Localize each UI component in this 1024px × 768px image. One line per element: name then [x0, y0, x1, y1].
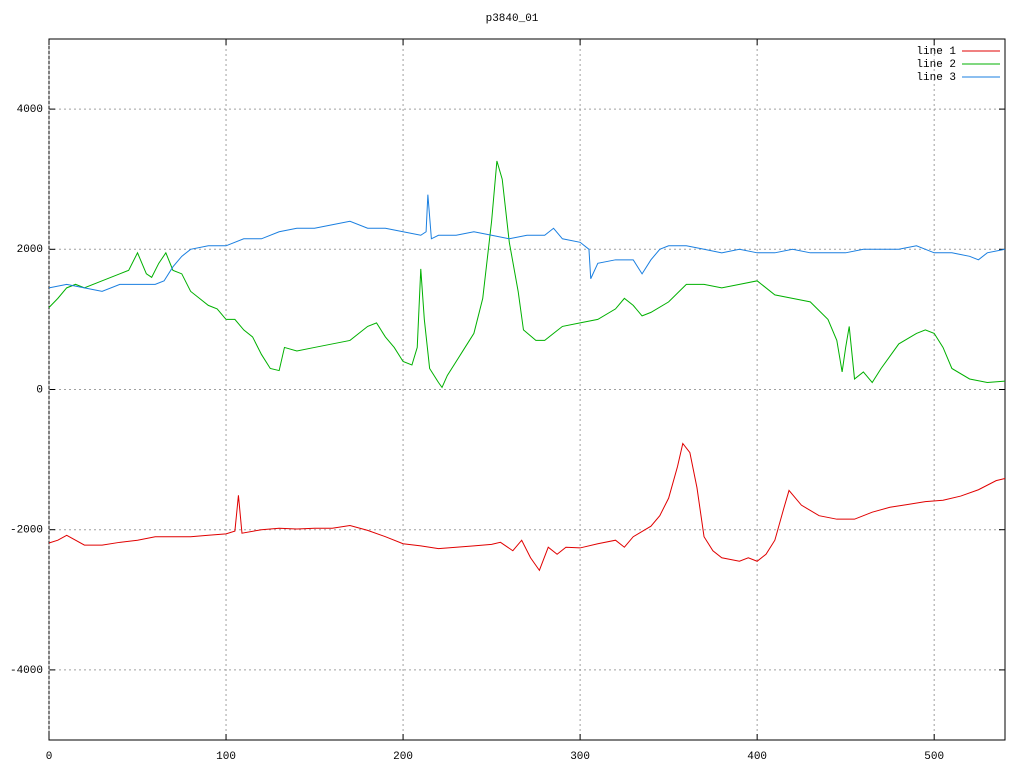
x-tick-label: 300	[570, 751, 590, 763]
legend-label: line 1	[916, 46, 956, 58]
plot-frame	[48, 38, 1006, 741]
data-line	[48, 194, 1006, 292]
x-tick-label: 400	[747, 751, 767, 763]
data-line	[48, 442, 1006, 572]
data-line	[48, 160, 1006, 389]
y-tick-label: 2000	[17, 244, 43, 256]
x-tick-label: 500	[924, 751, 944, 763]
y-tick-label: -2000	[10, 525, 43, 537]
chart-title: p3840_01	[486, 13, 539, 25]
x-tick-label: 200	[393, 751, 413, 763]
legend-label: line 3	[916, 72, 956, 84]
y-tick-label: -4000	[10, 665, 43, 677]
y-tick-label: 0	[36, 384, 43, 396]
legend-label: line 2	[916, 59, 956, 71]
x-tick-label: 0	[46, 751, 53, 763]
y-tick-label: 4000	[17, 104, 43, 116]
x-tick-label: 100	[216, 751, 236, 763]
